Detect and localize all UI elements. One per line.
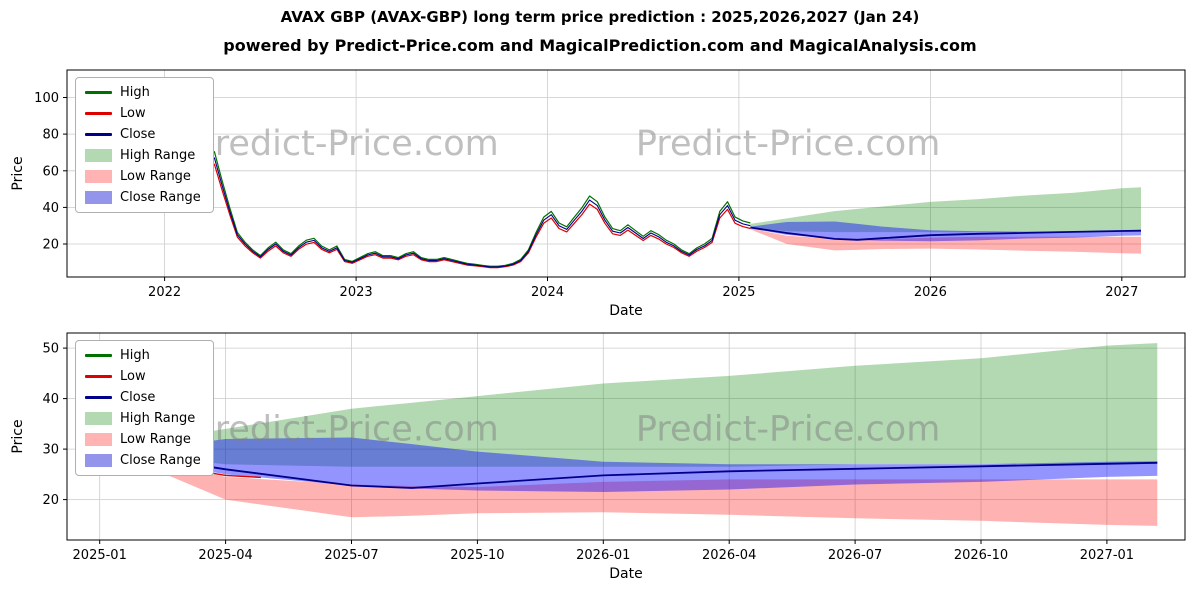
y-tick-label: 20 <box>42 238 59 253</box>
x-tick-label: 2026-07 <box>828 548 882 563</box>
x-tick-label: 2025 <box>722 285 755 300</box>
legend-item-close: Close <box>85 390 201 405</box>
page-title: AVAX GBP (AVAX-GBP) long term price pred… <box>280 8 920 26</box>
x-tick-label: 2026-01 <box>576 548 630 563</box>
legend-item-low-range: Low Range <box>85 432 201 447</box>
y-tick-label: 50 <box>42 342 59 357</box>
low-range-band <box>130 456 1158 526</box>
legend-label: Close Range <box>120 453 201 468</box>
close-forecast-line <box>750 226 1142 241</box>
low-range-patch-sample <box>85 433 112 446</box>
high-range-band <box>130 343 1158 467</box>
legend-item-high: High <box>85 348 201 363</box>
close-line-sample <box>85 133 112 136</box>
legend-label: High Range <box>120 411 196 426</box>
y-axis-label: Price <box>10 419 26 453</box>
x-axis-label: Date <box>609 566 642 582</box>
legend-item-high: High <box>85 85 201 100</box>
close-range-patch-sample <box>85 454 112 467</box>
x-tick-label: 2025-10 <box>450 548 504 563</box>
close-range-band <box>130 437 1158 492</box>
watermark-text: Predict-Price.com <box>636 124 940 164</box>
x-tick-label: 2025-07 <box>324 548 378 563</box>
chart-group: Predict-Price.com Predict-Price.com 20 40 60… <box>10 69 1186 319</box>
low-line-sample <box>85 112 112 115</box>
y-tick-label: 30 <box>42 443 59 458</box>
high-range-patch-sample <box>85 412 112 425</box>
legend-item-close-range: Close Range <box>85 453 201 468</box>
legend-label: Low <box>120 369 146 384</box>
close-line-sample <box>85 396 112 399</box>
legend-item-high-range: High Range <box>85 148 201 163</box>
y-tick-label: 20 <box>42 493 59 508</box>
legend-item-high-range: High Range <box>85 411 201 426</box>
legend-label: Close <box>120 127 156 142</box>
legend-top-chart: High Low Close High Range Low Range Close Ran… <box>75 77 214 213</box>
y-tick-label: 100 <box>34 91 59 106</box>
plot-frame <box>66 332 1186 541</box>
y-tick-label: 40 <box>42 201 59 216</box>
y-tick-label: 40 <box>42 392 59 407</box>
x-tick-label: 2023 <box>340 285 373 300</box>
page-subtitle: powered by Predict-Price.com and Magical… <box>223 36 977 55</box>
watermark-text: Predict-Price.com <box>194 124 498 164</box>
high-line-sample <box>85 354 112 357</box>
legend-item-close: Close <box>85 127 201 142</box>
watermark-text: Predict-Price.com <box>194 410 498 450</box>
legend-bottom-chart: High Low Close High Range Low Range Close Ran… <box>75 340 214 476</box>
legend-item-low: Low <box>85 106 201 121</box>
chart-group: Predict-Price.com Predict-Price.com 20 30 40… <box>10 332 1186 582</box>
high-line-sample <box>85 91 112 94</box>
y-tick-label: 60 <box>42 164 59 179</box>
x-tick-label: 2026 <box>914 285 947 300</box>
x-tick-label: 2022 <box>148 285 181 300</box>
legend-item-low: Low <box>85 369 201 384</box>
legend-label: High <box>120 85 150 100</box>
legend-item-low-range: Low Range <box>85 169 201 184</box>
x-axis-label: Date <box>609 303 642 319</box>
x-tick-label: 2027 <box>1105 285 1138 300</box>
legend-label: High Range <box>120 148 196 163</box>
legend-label: Low Range <box>120 169 191 184</box>
close-range-band <box>750 221 1141 242</box>
x-tick-label: 2026-10 <box>954 548 1008 563</box>
plot-frame <box>66 69 1186 278</box>
x-tick-label: 2025-04 <box>198 548 252 563</box>
x-tick-label: 2025-01 <box>73 548 127 563</box>
legend-label: Close Range <box>120 190 201 205</box>
y-axis-label: Price <box>10 156 26 190</box>
x-tick-label: 2026-04 <box>702 548 756 563</box>
close-forecast-line <box>129 453 1158 489</box>
watermark-text: Predict-Price.com <box>636 410 940 450</box>
high-range-patch-sample <box>85 149 112 162</box>
x-tick-label: 2027-01 <box>1080 548 1134 563</box>
x-tick-label: 2024 <box>531 285 564 300</box>
close-range-patch-sample <box>85 191 112 204</box>
legend-label: Low Range <box>120 432 191 447</box>
low-range-patch-sample <box>85 170 112 183</box>
legend-label: Close <box>120 390 156 405</box>
legend-label: High <box>120 348 150 363</box>
legend-item-close-range: Close Range <box>85 190 201 205</box>
legend-label: Low <box>120 106 146 121</box>
high-range-band <box>750 187 1141 233</box>
low-line-sample <box>85 375 112 378</box>
low-range-band <box>750 228 1141 254</box>
y-tick-label: 80 <box>42 128 59 143</box>
